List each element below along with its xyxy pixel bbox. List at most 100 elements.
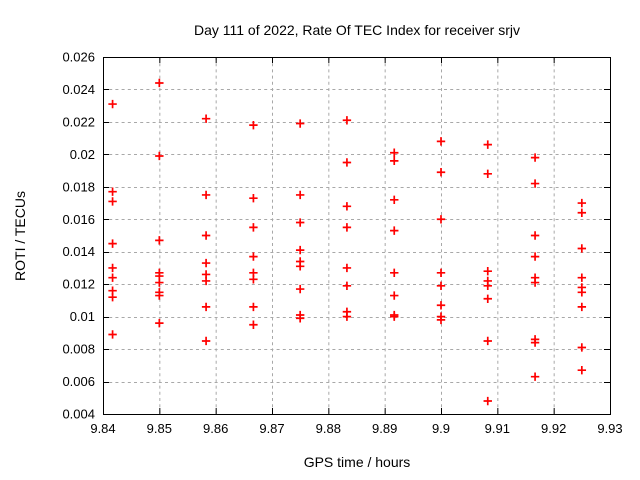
- data-point-marker: [436, 168, 446, 177]
- data-point-marker: [390, 291, 399, 300]
- data-point-marker: [483, 294, 492, 303]
- data-point-marker: [342, 312, 352, 321]
- data-point-marker: [530, 278, 540, 287]
- y-tick-label: 0.02: [70, 147, 95, 162]
- data-point-marker: [249, 275, 258, 284]
- x-tick-label: 9.91: [485, 421, 510, 436]
- data-point-marker: [108, 239, 117, 248]
- data-point-marker: [155, 236, 164, 245]
- data-point-marker: [436, 268, 446, 278]
- data-point-marker: [342, 158, 352, 167]
- data-point-marker: [249, 302, 258, 312]
- data-point-marker: [577, 302, 587, 312]
- data-point-marker: [108, 292, 117, 302]
- y-tick-label: 0.01: [70, 309, 95, 324]
- data-point-marker: [295, 245, 305, 255]
- data-point-marker: [577, 273, 587, 282]
- data-point-marker: [249, 193, 258, 203]
- x-tick-label: 9.86: [203, 421, 228, 436]
- data-point-marker: [108, 197, 117, 206]
- data-point-marker: [249, 252, 258, 261]
- data-point-marker: [155, 291, 164, 300]
- data-point-marker: [530, 231, 540, 240]
- data-point-marker: [155, 278, 164, 287]
- data-point-marker: [249, 120, 258, 130]
- data-point-marker: [108, 99, 117, 109]
- data-point-marker: [390, 156, 399, 166]
- data-point-marker: [483, 140, 492, 149]
- data-point-marker: [483, 267, 492, 276]
- y-tick-label: 0.026: [62, 50, 95, 65]
- data-point-marker: [108, 273, 117, 282]
- data-point-marker: [483, 169, 492, 179]
- y-tick-label: 0.014: [62, 244, 95, 259]
- x-tick-label: 9.84: [90, 421, 115, 436]
- data-point-marker: [342, 116, 352, 125]
- x-tick-label: 9.85: [147, 421, 172, 436]
- data-point-marker: [436, 137, 446, 146]
- data-point-marker: [577, 208, 587, 217]
- data-point-marker: [295, 284, 305, 294]
- y-tick-label: 0.016: [62, 212, 95, 227]
- data-point-marker: [390, 312, 399, 321]
- data-point-marker: [295, 262, 305, 271]
- data-point-marker: [201, 336, 211, 346]
- data-point-marker: [342, 263, 352, 273]
- data-point-marker: [483, 396, 492, 406]
- data-point-marker: [390, 148, 399, 157]
- data-point-marker: [342, 202, 352, 211]
- data-point-marker: [577, 288, 587, 297]
- data-point-marker: [577, 365, 587, 375]
- y-tick-label: 0.012: [62, 277, 95, 292]
- data-point-marker: [295, 190, 305, 200]
- chart-title: Day 111 of 2022, Rate Of TEC Index for r…: [193, 22, 521, 38]
- data-point-marker: [577, 198, 587, 208]
- x-tick-label: 9.93: [597, 421, 622, 436]
- x-axis-label: GPS time / hours: [303, 454, 411, 470]
- y-tick-label: 0.004: [62, 407, 95, 422]
- data-point-marker: [108, 263, 117, 273]
- x-tick-label: 9.88: [316, 421, 341, 436]
- x-tick-label: 9.87: [259, 421, 284, 436]
- data-point-marker: [201, 114, 211, 123]
- data-point-marker: [436, 281, 446, 291]
- data-point-marker: [295, 119, 305, 128]
- data-point-marker: [390, 268, 399, 278]
- data-point-marker: [436, 315, 446, 325]
- y-tick-label: 0.008: [62, 342, 95, 357]
- data-point-marker: [108, 187, 117, 196]
- data-point-marker: [155, 78, 164, 88]
- data-point-marker: [201, 231, 211, 240]
- y-tick-label: 0.018: [62, 179, 95, 194]
- data-point-marker: [295, 314, 305, 323]
- data-point-marker: [577, 244, 587, 253]
- x-tick-label: 9.89: [372, 421, 397, 436]
- x-tick-label: 9.92: [541, 421, 566, 436]
- y-tick-label: 0.024: [62, 82, 95, 97]
- data-point-marker: [155, 151, 164, 161]
- y-tick-label: 0.022: [62, 114, 95, 129]
- data-point-marker: [530, 179, 540, 188]
- data-point-marker: [483, 281, 492, 291]
- data-point-marker: [201, 302, 211, 312]
- y-tick-label: 0.006: [62, 374, 95, 389]
- data-point-marker: [390, 226, 399, 235]
- data-point-marker: [249, 320, 258, 329]
- data-point-marker: [436, 301, 446, 310]
- plot-border: [103, 57, 611, 415]
- data-point-marker: [249, 223, 258, 232]
- data-point-marker: [155, 318, 164, 328]
- data-point-marker: [530, 153, 540, 162]
- data-point-marker: [201, 258, 211, 268]
- data-point-marker: [342, 223, 352, 232]
- data-point-marker: [342, 281, 352, 291]
- data-point-marker: [295, 218, 305, 227]
- data-point-marker: [530, 372, 540, 381]
- data-point-marker: [108, 330, 117, 339]
- data-point-marker: [530, 252, 540, 261]
- x-tick-label: 9.9: [432, 421, 450, 436]
- data-point-marker: [201, 190, 211, 200]
- data-point-marker: [436, 215, 446, 224]
